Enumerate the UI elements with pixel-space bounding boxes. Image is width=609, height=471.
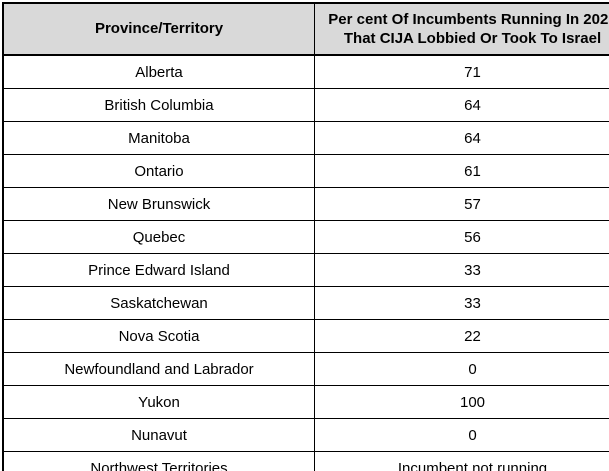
table-row: Yukon 100 [2, 385, 609, 419]
province-cell: Alberta [2, 54, 315, 89]
province-cell: Yukon [2, 385, 315, 419]
column-header-percent-line1: Per cent Of Incumbents Running In 2025 [328, 10, 609, 28]
percent-cell: Incumbent not running [314, 451, 609, 471]
province-cell: Prince Edward Island [2, 253, 315, 287]
province-cell: Nunavut [2, 418, 315, 452]
table-row: Nova Scotia 22 [2, 319, 609, 353]
percent-cell: 22 [314, 319, 609, 353]
province-cell: Manitoba [2, 121, 315, 155]
table-row: Manitoba 64 [2, 121, 609, 155]
table-row: Alberta 71 [2, 54, 609, 89]
table-row: Prince Edward Island 33 [2, 253, 609, 287]
table-row: Ontario 61 [2, 154, 609, 188]
province-cell: New Brunswick [2, 187, 315, 221]
table-row: Northwest Territories Incumbent not runni… [2, 451, 609, 471]
percent-cell: 0 [314, 352, 609, 386]
percent-cell: 56 [314, 220, 609, 254]
table-row: British Columbia 64 [2, 88, 609, 122]
percent-cell: 64 [314, 121, 609, 155]
percent-cell: 61 [314, 154, 609, 188]
province-cell: Ontario [2, 154, 315, 188]
province-cell: Northwest Territories [2, 451, 315, 471]
percent-cell: 33 [314, 253, 609, 287]
percent-cell: 100 [314, 385, 609, 419]
column-header-province-label: Province/Territory [94, 20, 224, 38]
column-header-province: Province/Territory [2, 2, 315, 56]
province-cell: Saskatchewan [2, 286, 315, 320]
percent-cell: 71 [314, 54, 609, 89]
table-row: New Brunswick 57 [2, 187, 609, 221]
table-header: Province/Territory Per cent Of Incumbent… [2, 2, 609, 56]
percent-cell: 64 [314, 88, 609, 122]
table-body: Alberta 71 British Columbia 64 Manitoba 64 Ont… [2, 54, 609, 471]
table-row: Newfoundland and Labrador 0 [2, 352, 609, 386]
table-row: Nunavut 0 [2, 418, 609, 452]
percent-cell: 0 [314, 418, 609, 452]
table-row: Saskatchewan 33 [2, 286, 609, 320]
table-row: Quebec 56 [2, 220, 609, 254]
province-cell: Nova Scotia [2, 319, 315, 353]
province-cell: British Columbia [2, 88, 315, 122]
column-header-percent-line2: That CIJA Lobbied Or Took To Israel [343, 30, 602, 47]
header-row: Province/Territory Per cent Of Incumbent… [2, 2, 609, 56]
percent-cell: 57 [314, 187, 609, 221]
province-cell: Quebec [2, 220, 315, 254]
percent-cell: 33 [314, 286, 609, 320]
column-header-percent: Per cent Of Incumbents Running In 2025 T… [314, 2, 609, 56]
province-cell: Newfoundland and Labrador [2, 352, 315, 386]
